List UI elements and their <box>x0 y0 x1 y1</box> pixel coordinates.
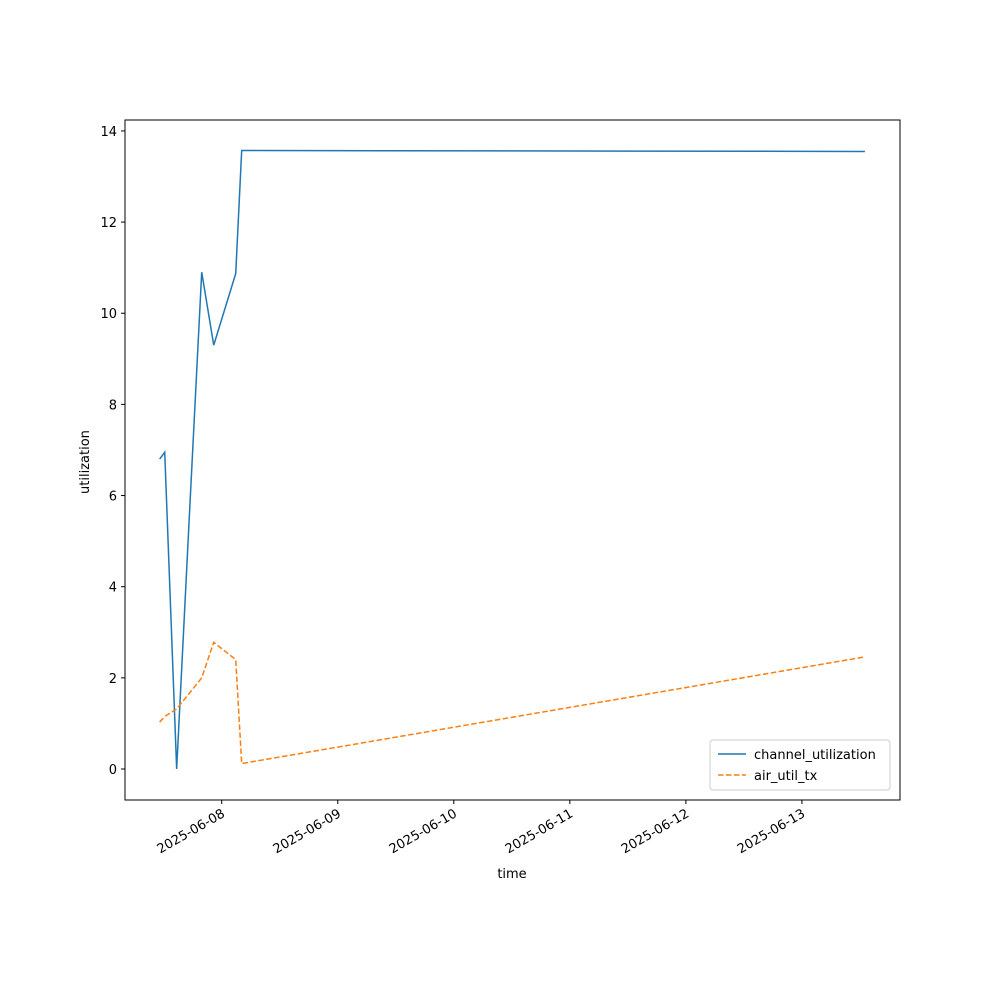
series-line <box>159 149 865 770</box>
legend-box <box>709 739 891 791</box>
series-line <box>159 641 866 765</box>
y-tick-label: 10 <box>100 307 117 322</box>
y-tick-label: 8 <box>109 398 117 413</box>
x-tick-label: 2025-06-12 <box>619 806 692 857</box>
x-axis-label: time <box>497 867 526 882</box>
legend: channel_utilization air_util_tx <box>709 739 891 791</box>
legend-label: channel_utilization <box>754 748 876 763</box>
x-tick-label: 2025-06-09 <box>271 806 344 857</box>
legend-label: air_util_tx <box>754 769 818 784</box>
y-axis-label: utilization <box>78 430 93 494</box>
x-tick-label: 2025-06-08 <box>155 806 228 857</box>
y-tick-label: 2 <box>109 672 117 687</box>
x-tick-label: 2025-06-11 <box>503 806 576 857</box>
plot-area <box>124 119 901 801</box>
y-tick-label: 14 <box>100 125 117 140</box>
y-tick-label: 6 <box>109 490 117 505</box>
x-tick-label: 2025-06-10 <box>387 806 460 857</box>
y-tick-label: 12 <box>100 216 117 231</box>
x-tick-label: 2025-06-13 <box>735 806 808 857</box>
y-tick-label: 4 <box>109 581 117 596</box>
y-tick-label: 0 <box>109 763 117 778</box>
